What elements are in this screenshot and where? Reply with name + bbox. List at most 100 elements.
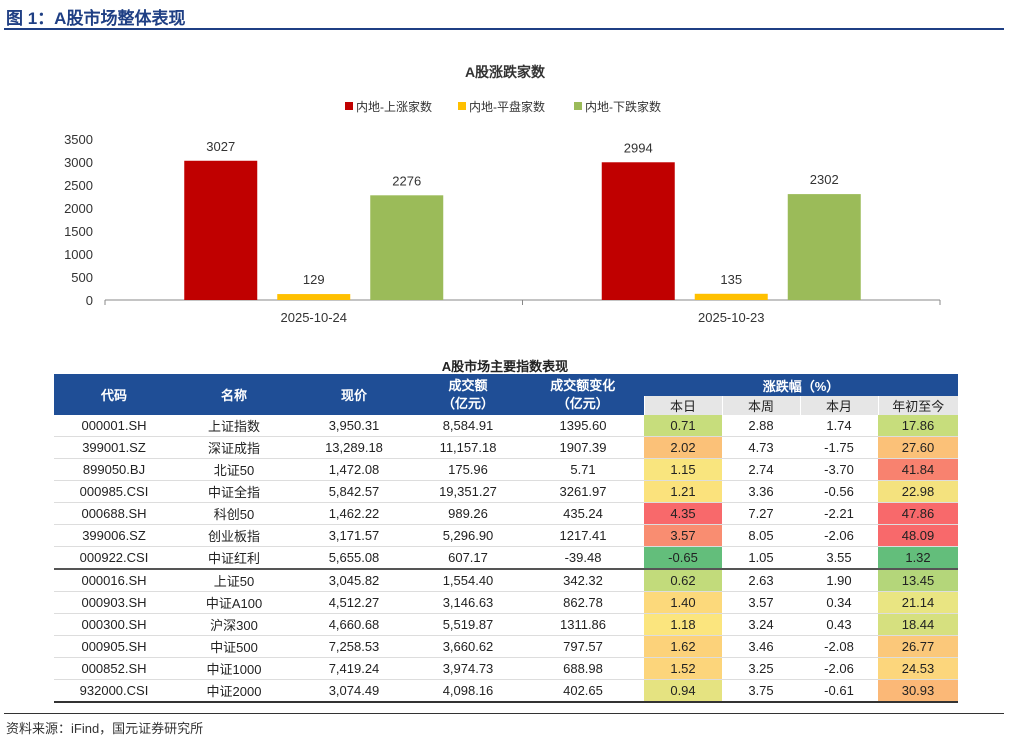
- table-row: 000852.SH 中证1000 7,419.24 3,974.73 688.98 1.5…: [54, 657, 958, 680]
- source-divider: [4, 713, 1004, 714]
- cell-code: 000688.SH: [54, 502, 174, 525]
- cell-ytd: 1.32: [878, 546, 958, 570]
- cell-week: 8.05: [722, 524, 800, 547]
- cell-week: 3.24: [722, 613, 800, 636]
- cell-turnover: 607.17: [414, 546, 522, 570]
- cell-code: 000985.CSI: [54, 480, 174, 503]
- y-tick-label: 1500: [64, 224, 93, 239]
- cell-code: 932000.CSI: [54, 679, 174, 703]
- cell-turnover: 5,519.87: [414, 613, 522, 636]
- table-row: 399006.SZ 创业板指 3,171.57 5,296.90 1217.41 3.57…: [54, 524, 958, 547]
- cell-ytd: 18.44: [878, 613, 958, 636]
- cell-price: 3,045.82: [294, 568, 414, 592]
- cell-name: 科创50: [174, 502, 294, 525]
- cell-ytd: 17.86: [878, 415, 958, 437]
- bar-data-label: 3027: [206, 139, 235, 154]
- table-row: 932000.CSI 中证2000 3,074.49 4,098.16 402.65 0.…: [54, 679, 958, 703]
- cell-day: 1.40: [644, 591, 722, 614]
- y-tick-label: 500: [71, 270, 93, 285]
- cell-name: 中证全指: [174, 480, 294, 503]
- cell-week: 2.88: [722, 415, 800, 437]
- cell-price: 1,462.22: [294, 502, 414, 525]
- cell-month: 0.43: [800, 613, 878, 636]
- table-row: 000688.SH 科创50 1,462.22 989.26 435.24 4.35 7.2…: [54, 502, 958, 525]
- cell-turnover: 5,296.90: [414, 524, 522, 547]
- cell-week: 7.27: [722, 502, 800, 525]
- cell-turnover: 19,351.27: [414, 480, 522, 503]
- cell-name: 北证50: [174, 458, 294, 481]
- cell-week: 3.36: [722, 480, 800, 503]
- cell-name: 中证500: [174, 635, 294, 658]
- legend-label: 内地-上涨家数: [356, 99, 432, 114]
- cell-week: 2.63: [722, 568, 800, 592]
- cell-day: 0.71: [644, 415, 722, 437]
- source-note: 资料来源：iFind，国元证券研究所: [6, 721, 204, 736]
- table-row: 000016.SH 上证50 3,045.82 1,554.40 342.32 0.62 2…: [54, 568, 958, 592]
- header-price: 现价: [294, 374, 414, 415]
- cell-day: 2.02: [644, 436, 722, 459]
- bar-flat: [277, 294, 351, 300]
- cell-name: 创业板指: [174, 524, 294, 547]
- legend-label: 内地-平盘家数: [469, 99, 545, 114]
- cell-code: 899050.BJ: [54, 458, 174, 481]
- cell-turnover-change: 402.65: [522, 679, 644, 703]
- bar-data-label: 2994: [624, 140, 653, 155]
- cell-day: 1.52: [644, 657, 722, 680]
- cell-price: 3,074.49: [294, 679, 414, 703]
- cell-turnover: 3,660.62: [414, 635, 522, 658]
- cell-code: 000903.SH: [54, 591, 174, 614]
- bar-flat: [694, 293, 768, 300]
- title-divider: [4, 28, 1004, 30]
- cell-code: 000922.CSI: [54, 546, 174, 570]
- y-tick-label: 3500: [64, 132, 93, 147]
- cell-name: 中证A100: [174, 591, 294, 614]
- bar-data-label: 135: [720, 272, 742, 287]
- header-week: 本周: [721, 396, 800, 415]
- cell-month: -0.61: [800, 679, 878, 703]
- cell-turnover-change: 862.78: [522, 591, 644, 614]
- cell-code: 000001.SH: [54, 415, 174, 437]
- legend-swatch: [345, 102, 353, 110]
- cell-day: -0.65: [644, 546, 722, 570]
- cell-turnover-change: 3261.97: [522, 480, 644, 503]
- header-ytd: 年初至今: [877, 396, 958, 415]
- cell-turnover-change: 1907.39: [522, 436, 644, 459]
- header-change-group: 涨跌幅（%）: [644, 374, 958, 396]
- y-tick-label: 2000: [64, 201, 93, 216]
- cell-ytd: 48.09: [878, 524, 958, 547]
- table-row: 000903.SH 中证A100 4,512.27 3,146.63 862.78 1.4…: [54, 591, 958, 614]
- cell-turnover-change: 5.71: [522, 458, 644, 481]
- cell-turnover-change: -39.48: [522, 546, 644, 570]
- cell-day: 4.35: [644, 502, 722, 525]
- cell-ytd: 30.93: [878, 679, 958, 703]
- cell-day: 1.15: [644, 458, 722, 481]
- cell-ytd: 24.53: [878, 657, 958, 680]
- cell-price: 7,258.53: [294, 635, 414, 658]
- cell-price: 3,950.31: [294, 415, 414, 437]
- cell-month: 0.34: [800, 591, 878, 614]
- cell-month: -1.75: [800, 436, 878, 459]
- cell-week: 4.73: [722, 436, 800, 459]
- cell-month: -2.21: [800, 502, 878, 525]
- chart-title: A股涨跌家数: [465, 64, 546, 80]
- bar-data-label: 2302: [810, 172, 839, 187]
- cell-name: 上证50: [174, 568, 294, 592]
- table-body: 000001.SH 上证指数 3,950.31 8,584.91 1395.60 0.71…: [54, 415, 958, 703]
- cell-day: 1.18: [644, 613, 722, 636]
- bar-up: [184, 160, 258, 300]
- header-code: 代码: [54, 374, 174, 415]
- cell-name: 中证1000: [174, 657, 294, 680]
- cell-ytd: 21.14: [878, 591, 958, 614]
- bar-up: [601, 162, 675, 300]
- cell-turnover-change: 1217.41: [522, 524, 644, 547]
- bar-data-label: 129: [303, 272, 325, 287]
- cell-week: 3.25: [722, 657, 800, 680]
- cell-turnover-change: 1395.60: [522, 415, 644, 437]
- cell-week: 3.46: [722, 635, 800, 658]
- cell-day: 1.21: [644, 480, 722, 503]
- cell-ytd: 41.84: [878, 458, 958, 481]
- cell-price: 4,660.68: [294, 613, 414, 636]
- cell-name: 沪深300: [174, 613, 294, 636]
- y-tick-label: 2500: [64, 178, 93, 193]
